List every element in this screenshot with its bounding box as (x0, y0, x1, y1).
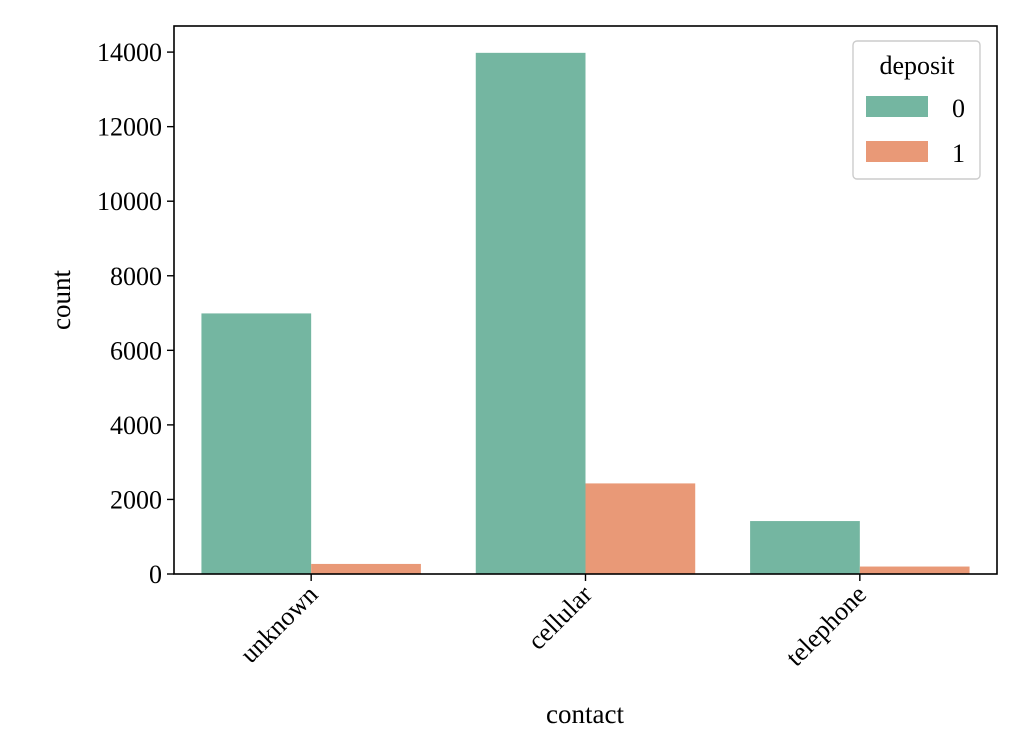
bar-unknown-deposit-0 (201, 313, 312, 574)
legend-swatch-1 (866, 141, 928, 162)
bar-unknown-deposit-1 (311, 563, 421, 574)
y-tick-label: 10000 (97, 187, 162, 216)
plot-frame (173, 25, 998, 575)
x-tick-label-unknown: unknown (234, 580, 323, 669)
y-tick-label: 12000 (97, 113, 162, 142)
y-tick-label: 0 (149, 560, 162, 589)
y-tick-label: 6000 (110, 336, 162, 365)
legend-label-0: 0 (952, 94, 965, 123)
legend-label-1: 1 (952, 139, 965, 168)
bar-telephone-deposit-1 (859, 566, 970, 574)
bar-group (201, 52, 970, 574)
legend-swatch-0 (866, 96, 928, 117)
legend: deposit 0 1 (852, 40, 981, 180)
y-tick-label: 14000 (97, 38, 162, 67)
legend-title: deposit (879, 51, 955, 80)
x-axis-label: contact (546, 699, 624, 729)
x-axis: unknown cellular telephone (234, 574, 872, 672)
bar-cellular-deposit-1 (585, 483, 696, 574)
y-axis-label: count (46, 270, 76, 330)
x-tick-label-telephone: telephone (780, 580, 872, 672)
y-tick-label: 2000 (110, 485, 162, 514)
y-tick-label: 4000 (110, 411, 162, 440)
y-axis: 0 2000 4000 6000 8000 10000 12000 14000 (97, 38, 174, 589)
y-tick-label: 8000 (110, 262, 162, 291)
bar-cellular-deposit-0 (475, 52, 586, 574)
bar-telephone-deposit-0 (750, 521, 860, 574)
x-tick-label-cellular: cellular (522, 579, 598, 655)
